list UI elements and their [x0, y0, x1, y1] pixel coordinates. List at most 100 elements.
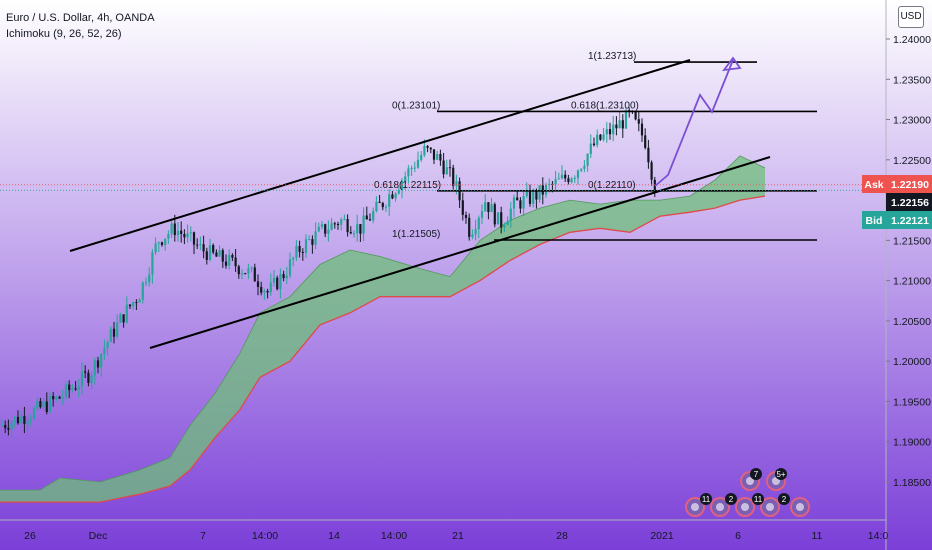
candle-body	[615, 124, 618, 129]
candle-body	[599, 134, 602, 140]
chart-legend: Euro / U.S. Dollar, 4h, OANDA Ichimoku (…	[6, 10, 155, 42]
candle-body	[128, 304, 132, 307]
event-count-badge	[700, 493, 712, 505]
bid-tag-value-bg	[886, 211, 932, 229]
symbol-label: Euro / U.S. Dollar, 4h, OANDA	[6, 12, 155, 24]
candle-body	[442, 160, 445, 175]
candle-body	[618, 120, 621, 129]
candle-body	[192, 232, 196, 245]
time-tick-label: 26	[24, 530, 36, 542]
candle-body	[100, 354, 103, 368]
candle-body	[173, 223, 176, 236]
candle-body	[93, 360, 96, 376]
candle-body	[404, 176, 407, 182]
candle-body	[36, 401, 39, 409]
fib-level-1-top-label: 1(1.23713)	[588, 51, 636, 62]
candle-body	[637, 119, 640, 124]
candle-body	[496, 212, 500, 225]
candle-body	[423, 146, 426, 156]
candle-body	[250, 267, 253, 269]
candle-body	[324, 224, 327, 234]
candle-body	[96, 360, 100, 368]
candle-body	[487, 202, 490, 212]
candle-body	[410, 168, 413, 169]
candle-body	[519, 200, 522, 209]
event-count-label: 11	[702, 495, 711, 504]
candle-body	[55, 396, 58, 400]
candle-body	[336, 224, 340, 225]
candle-body	[359, 224, 362, 234]
bid-tag-value: 1.22121	[891, 215, 929, 227]
candle-body	[653, 179, 656, 193]
candle-body	[516, 197, 519, 201]
price-tick-label: 1.23500	[893, 74, 931, 86]
candle-body	[596, 134, 599, 146]
candle-body	[199, 244, 202, 246]
candle-body	[570, 178, 573, 183]
candle-body	[384, 206, 388, 208]
candle-body	[461, 200, 464, 215]
candles	[0, 107, 656, 438]
currency-button[interactable]: USD	[898, 6, 924, 28]
price-tick-label: 1.20000	[893, 356, 931, 368]
candle-body	[560, 174, 564, 179]
candle-body	[109, 328, 112, 342]
candle-body	[557, 178, 560, 180]
candle-body	[279, 274, 282, 290]
ask-tag-label-bg	[862, 175, 886, 193]
candle-body	[464, 215, 468, 218]
candle-body	[650, 162, 653, 180]
candle-body	[647, 147, 650, 163]
candle-body	[640, 123, 644, 136]
channel-upper-line	[69, 59, 691, 252]
candle-body	[247, 268, 250, 274]
fib-level-0-a-label: 0(1.23101)	[392, 100, 440, 111]
candle-body	[119, 314, 122, 323]
candle-body	[64, 384, 68, 397]
candle-body	[362, 215, 365, 234]
candle-body	[397, 190, 400, 194]
candle-body	[148, 274, 151, 283]
candle-body	[10, 422, 13, 430]
candle-body	[260, 286, 263, 293]
candle-body	[420, 155, 423, 160]
candle-body	[320, 224, 324, 227]
candle-body	[349, 232, 352, 234]
candle-body	[311, 239, 314, 245]
event-flag-icon-dot	[741, 503, 749, 511]
candle-body	[605, 129, 608, 135]
candle-body	[237, 266, 240, 275]
price-tick-label: 1.21000	[893, 276, 931, 288]
candle-body	[608, 129, 612, 135]
candle-body	[576, 170, 580, 178]
candle-body	[240, 273, 244, 275]
candle-body	[103, 347, 106, 354]
candle-body	[269, 282, 272, 293]
event-flag-icon-dot	[746, 477, 754, 485]
candle-body	[176, 230, 180, 236]
candle-body	[602, 134, 605, 140]
candle-body	[90, 375, 93, 383]
candle-body	[509, 208, 512, 222]
price-tick-label: 1.24000	[893, 34, 931, 46]
candle-body	[368, 219, 372, 221]
candle-body	[416, 159, 420, 168]
candle-body	[532, 191, 535, 204]
ichimoku-cloud	[0, 155, 766, 503]
candle-body	[500, 212, 503, 228]
candle-body	[170, 223, 173, 234]
candle-body	[144, 282, 148, 284]
candle-body	[589, 143, 592, 154]
candle-body	[340, 219, 343, 225]
candle-body	[586, 154, 589, 166]
candle-body	[231, 255, 234, 258]
event-flag-icon-dot	[766, 503, 774, 511]
candle-body	[592, 143, 596, 146]
candle-body	[106, 341, 109, 348]
time-tick-label: 14	[328, 530, 340, 542]
events: 11 2 11 2 7 5+	[685, 468, 810, 517]
candle-body	[42, 401, 45, 408]
candle-body	[426, 146, 429, 148]
